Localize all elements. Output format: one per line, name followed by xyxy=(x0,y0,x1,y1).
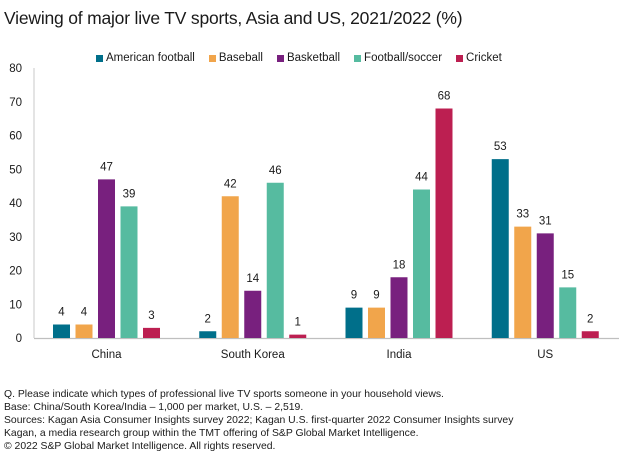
footnote-sources: Sources: Kagan Asia Consumer Insights su… xyxy=(4,415,514,427)
legend-label: Baseball xyxy=(218,52,263,64)
y-tick-label: 0 xyxy=(16,333,22,345)
data-label: 46 xyxy=(269,165,282,177)
legend-item-american-football: American football xyxy=(96,52,195,64)
legend-swatch-basketball xyxy=(276,54,284,62)
bar-football-soccer-south-korea xyxy=(266,182,284,338)
data-label: 47 xyxy=(100,161,113,173)
data-label: 4 xyxy=(81,307,88,319)
data-label: 2 xyxy=(205,313,211,325)
bar-cricket-us xyxy=(581,331,599,338)
legend-item-basketball: Basketball xyxy=(276,52,341,64)
x-category-label: China xyxy=(91,349,122,361)
bar-football-soccer-us xyxy=(559,287,577,338)
data-label: 4 xyxy=(58,307,65,319)
footnote-kagan: Kagan, a media research group within the… xyxy=(4,428,419,440)
bar-football-soccer-india xyxy=(413,189,430,338)
data-label: 31 xyxy=(539,215,552,227)
y-tick-label: 80 xyxy=(9,63,22,75)
y-tick-label: 60 xyxy=(9,131,22,143)
bar-american-football-china xyxy=(53,324,70,338)
data-label: 15 xyxy=(561,269,574,281)
legend-label: American football xyxy=(106,52,195,64)
x-category-label: India xyxy=(387,349,413,361)
data-label: 39 xyxy=(123,188,136,200)
legend-item-football-soccer: Football/soccer xyxy=(354,52,442,64)
chart-title: Viewing of major live TV sports, Asia an… xyxy=(4,8,463,28)
legend-label: Cricket xyxy=(466,52,502,64)
legend-swatch-american-football xyxy=(96,54,103,62)
x-category-label: South Korea xyxy=(221,349,286,361)
legend-swatch-football-soccer xyxy=(354,54,362,62)
y-tick-label: 20 xyxy=(9,266,22,278)
data-label: 53 xyxy=(494,141,507,153)
bar-basketball-china xyxy=(98,179,115,338)
data-label: 9 xyxy=(351,290,357,302)
footnotes: Q. Please indicate which types of profes… xyxy=(4,388,513,453)
data-label: 44 xyxy=(415,172,428,184)
bar-football-soccer-china xyxy=(120,206,138,338)
data-label: 2 xyxy=(587,313,593,325)
bar-american-football-india xyxy=(345,307,363,338)
legend-swatch-baseball xyxy=(208,54,216,62)
legend-label: Football/soccer xyxy=(364,52,443,64)
bar-basketball-us xyxy=(536,233,554,338)
bar-american-football-us xyxy=(491,159,509,338)
chart-legend: American football Baseball Basketball Fo… xyxy=(96,52,502,64)
data-label: 18 xyxy=(393,259,406,271)
y-tick-label: 10 xyxy=(9,299,22,311)
bar-basketball-india xyxy=(390,277,408,338)
bar-baseball-south-korea xyxy=(221,196,239,338)
footnote-copyright: © 2022 S&P Global Market Intelligence. A… xyxy=(4,441,276,453)
x-category-label: US xyxy=(537,349,553,361)
legend-label: Basketball xyxy=(286,52,341,64)
legend-item-cricket: Cricket xyxy=(456,52,502,64)
y-tick-label: 50 xyxy=(9,164,22,176)
data-label: 42 xyxy=(224,178,237,190)
bar-basketball-south-korea xyxy=(244,290,262,338)
y-tick-label: 30 xyxy=(9,232,22,244)
legend-swatch-cricket xyxy=(456,54,464,62)
bar-cricket-india xyxy=(435,108,453,338)
y-tick-label: 70 xyxy=(9,97,22,109)
data-label: 14 xyxy=(246,273,259,285)
bar-baseball-us xyxy=(514,226,532,338)
bar-baseball-china xyxy=(75,324,93,338)
y-tick-label: 40 xyxy=(9,198,22,210)
bar-cricket-south-korea xyxy=(289,334,307,338)
bar-cricket-china xyxy=(143,327,160,338)
data-label: 1 xyxy=(295,317,301,329)
bar-american-football-south-korea xyxy=(199,331,217,338)
data-label: 9 xyxy=(373,290,379,302)
data-label: 68 xyxy=(438,91,451,103)
legend-item-baseball: Baseball xyxy=(208,52,263,64)
data-label: 3 xyxy=(148,310,154,322)
footnote-question: Q. Please indicate which types of profes… xyxy=(4,389,444,400)
bar-baseball-india xyxy=(368,307,385,338)
footnote-base: Base: China/South Korea/India – 1,000 pe… xyxy=(4,402,304,414)
data-label: 33 xyxy=(516,209,529,221)
